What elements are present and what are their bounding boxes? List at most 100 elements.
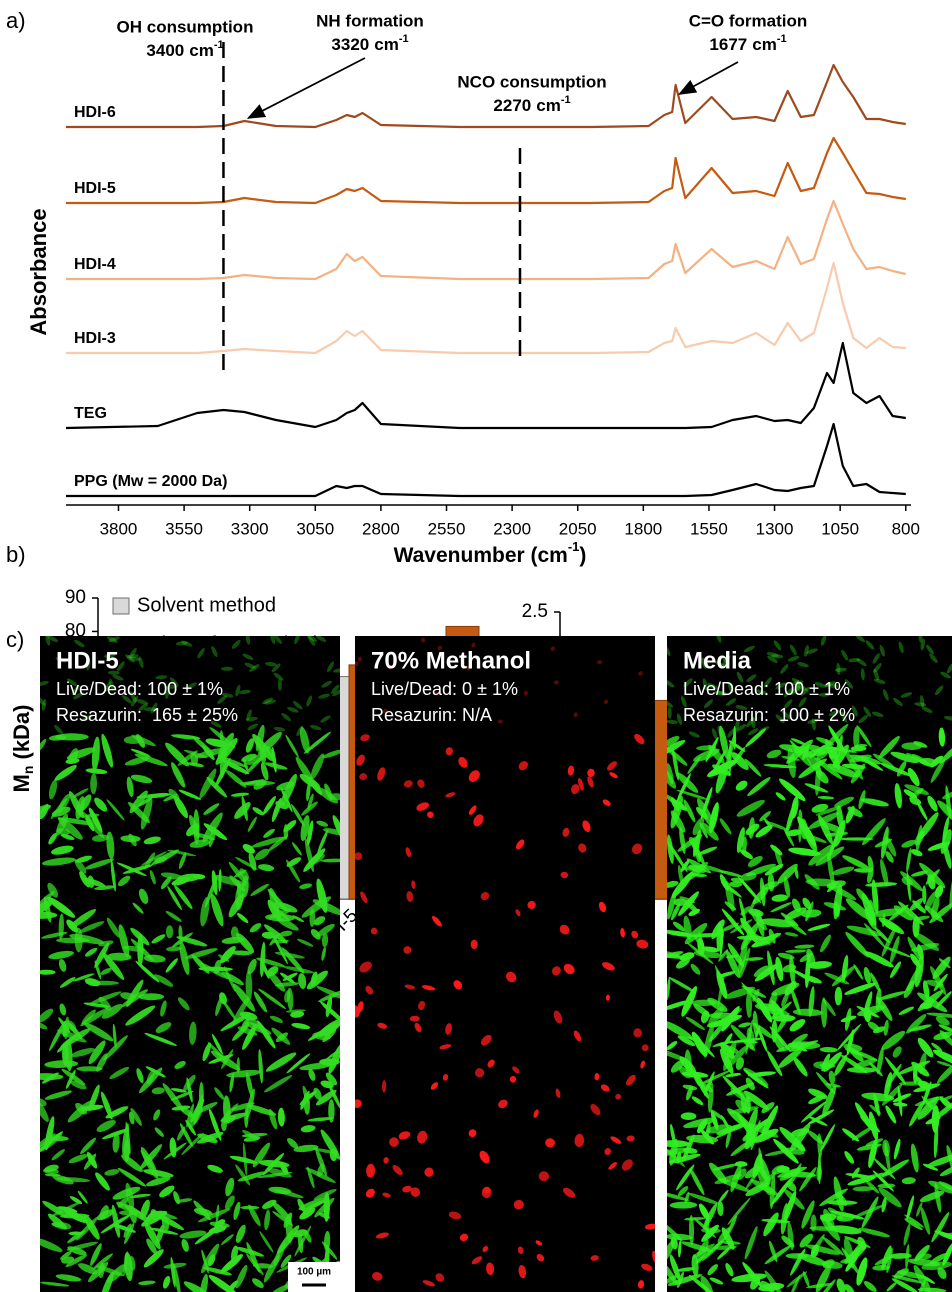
cell [197,648,205,659]
cell [869,1062,883,1077]
cell [845,898,872,921]
spectrum [65,341,906,430]
cell [855,636,866,643]
cell [129,1255,136,1271]
cell [853,726,860,749]
cell [873,668,879,681]
cell [458,756,468,768]
cell [360,734,370,742]
cell [193,1094,204,1125]
cell [939,1165,952,1177]
cell [904,784,929,795]
cell [84,947,98,957]
cell [119,1209,141,1216]
cell [48,1020,66,1052]
cell [299,1207,316,1220]
cell [748,728,759,736]
cell [280,972,295,984]
cell [640,1060,646,1069]
cell [714,1245,737,1250]
cell [283,820,297,833]
cell [929,1252,949,1264]
trace-label: PPG (Mw = 2000 Da) [74,473,227,490]
cell [75,855,92,863]
cell [836,662,841,675]
cell [66,678,77,687]
cell [883,1019,889,1036]
cell [183,1074,196,1091]
cell [833,901,840,918]
cell [417,779,425,788]
cell [405,847,412,858]
cell [175,641,188,646]
cell [40,1097,49,1122]
cell [560,871,569,879]
cell [201,1249,209,1274]
cell [925,979,944,987]
cell [708,1023,724,1043]
cell [154,856,168,864]
cell [831,866,855,875]
cell [170,1088,187,1093]
cell [260,762,269,781]
y-axis-label: Absorbance [26,208,51,335]
cell [856,658,867,667]
annotation-unit: cm [189,41,214,60]
cell [162,1275,171,1289]
cell [834,1054,848,1076]
x-tick-label: 1300 [756,519,794,538]
cell [44,1090,72,1100]
cell [935,1015,950,1026]
cell [737,876,762,904]
cell [258,864,275,872]
cell [820,636,827,646]
cell [817,1133,823,1158]
cell [716,636,722,643]
cell [747,855,763,868]
cell [608,1162,618,1170]
cell [431,915,442,927]
cell [365,985,374,995]
cell [470,939,478,950]
cell [776,1013,790,1033]
cell [252,1263,274,1269]
cell [605,994,610,1001]
cell [783,1169,802,1178]
cell [688,1274,715,1292]
cell [715,691,728,696]
cell [667,1240,675,1265]
cell [382,1192,391,1198]
cell [287,706,299,713]
cell [160,876,172,890]
cell [715,762,729,794]
cell [667,740,686,756]
cell [479,1150,490,1164]
cell [253,779,267,790]
cell [139,1144,163,1170]
cell [102,952,125,980]
cell [326,661,335,673]
cell [822,1236,844,1256]
cell [281,713,292,722]
cell [621,1159,633,1171]
cell [533,1109,539,1118]
cell [758,1028,768,1052]
cell [943,1232,952,1238]
cell [322,749,340,759]
cell [868,1138,878,1168]
cell [545,1138,555,1148]
cell [712,1163,740,1171]
cell [800,686,810,696]
cell [919,757,936,766]
cell [310,971,318,986]
cell [914,954,924,988]
cell [259,1231,274,1253]
cell [702,678,708,691]
cell [783,876,791,898]
cell [398,1131,411,1140]
cell [827,852,835,887]
cell [210,721,222,728]
image-caption: Live/Dead: 0 ± 1% [371,679,518,699]
cell [711,728,718,740]
cell [634,733,645,745]
